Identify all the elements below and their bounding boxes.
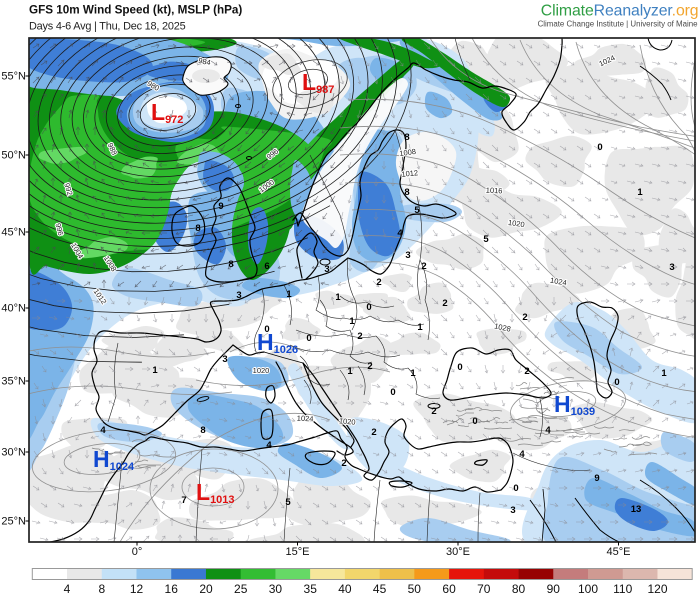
svg-text:1: 1 [349, 316, 355, 327]
svg-text:35°N: 35°N [1, 376, 26, 388]
svg-text:1: 1 [152, 365, 158, 376]
svg-text:45°E: 45°E [607, 546, 631, 558]
svg-text:30°E: 30°E [446, 546, 470, 558]
svg-text:4: 4 [64, 582, 71, 596]
svg-text:2: 2 [421, 261, 426, 272]
svg-text:7: 7 [181, 495, 186, 506]
svg-text:120: 120 [647, 582, 667, 596]
svg-text:3: 3 [324, 264, 329, 275]
svg-text:2: 2 [522, 312, 527, 323]
svg-text:4: 4 [100, 425, 106, 436]
svg-text:6: 6 [264, 261, 269, 272]
svg-text:996: 996 [53, 222, 65, 236]
svg-text:30°N: 30°N [1, 447, 26, 459]
svg-text:9: 9 [218, 201, 223, 212]
svg-text:0: 0 [614, 377, 619, 388]
svg-text:1: 1 [335, 292, 341, 303]
svg-text:984: 984 [197, 56, 211, 67]
svg-text:0: 0 [264, 324, 269, 335]
svg-text:1: 1 [286, 289, 292, 300]
svg-text:20: 20 [199, 582, 213, 596]
svg-text:2: 2 [371, 427, 376, 438]
svg-text:30: 30 [269, 582, 283, 596]
svg-text:5: 5 [414, 205, 420, 216]
svg-text:1020: 1020 [339, 416, 356, 426]
svg-text:16: 16 [165, 582, 179, 596]
svg-text:1: 1 [347, 366, 353, 377]
svg-text:25°N: 25°N [1, 516, 26, 528]
svg-text:4: 4 [266, 440, 272, 451]
svg-text:12: 12 [130, 582, 144, 596]
svg-text:Days 4-6 Avg | Thu, Dec 18, 20: Days 4-6 Avg | Thu, Dec 18, 2025 [29, 21, 186, 33]
svg-text:2: 2 [524, 366, 529, 377]
svg-text:2: 2 [341, 458, 346, 469]
svg-text:3: 3 [510, 505, 515, 516]
svg-text:0°: 0° [132, 546, 143, 558]
svg-text:1: 1 [417, 322, 423, 333]
svg-text:45: 45 [373, 582, 387, 596]
svg-text:1020: 1020 [507, 218, 525, 229]
svg-text:0: 0 [366, 302, 371, 313]
svg-text:2: 2 [376, 277, 381, 288]
svg-text:50: 50 [408, 582, 422, 596]
svg-text:2: 2 [431, 406, 436, 417]
svg-text:8: 8 [200, 425, 205, 436]
svg-text:8: 8 [404, 187, 409, 198]
svg-text:1016: 1016 [486, 186, 503, 196]
svg-text:0: 0 [472, 416, 477, 427]
svg-text:1024: 1024 [297, 414, 314, 424]
svg-text:5: 5 [483, 234, 489, 245]
svg-text:0: 0 [597, 142, 602, 153]
svg-text:2: 2 [357, 331, 362, 342]
svg-text:1012: 1012 [401, 168, 419, 179]
svg-text:40°N: 40°N [1, 303, 26, 315]
svg-text:100: 100 [578, 582, 598, 596]
svg-text:60: 60 [442, 582, 456, 596]
svg-text:40: 40 [338, 582, 352, 596]
svg-text:1: 1 [637, 187, 643, 198]
svg-text:GFS 10m Wind Speed (kt), MSLP: GFS 10m Wind Speed (kt), MSLP (hPa) [29, 4, 242, 17]
svg-text:3: 3 [405, 250, 410, 261]
svg-text:55°N: 55°N [1, 71, 26, 83]
svg-text:1: 1 [661, 368, 667, 379]
svg-text:3: 3 [669, 262, 674, 273]
svg-text:80: 80 [512, 582, 526, 596]
svg-text:0: 0 [306, 333, 311, 344]
svg-text:ClimateReanalyzer.org: ClimateReanalyzer.org [541, 3, 699, 20]
svg-text:110: 110 [613, 582, 632, 596]
svg-text:8: 8 [404, 132, 409, 143]
svg-text:4: 4 [397, 228, 403, 239]
svg-text:2: 2 [367, 361, 372, 372]
svg-text:3: 3 [222, 354, 227, 365]
svg-text:2: 2 [442, 298, 447, 309]
svg-text:1: 1 [410, 368, 416, 379]
svg-text:13: 13 [631, 504, 642, 515]
svg-text:25: 25 [234, 582, 248, 596]
svg-text:35: 35 [304, 582, 318, 596]
svg-text:1008: 1008 [399, 147, 417, 158]
svg-text:8: 8 [98, 582, 105, 596]
svg-text:70: 70 [477, 582, 491, 596]
svg-text:5: 5 [285, 497, 291, 508]
svg-text:1020: 1020 [253, 366, 270, 375]
svg-text:1024: 1024 [549, 276, 567, 288]
svg-text:0: 0 [390, 387, 395, 398]
svg-text:4: 4 [519, 449, 525, 460]
svg-text:45°N: 45°N [1, 227, 26, 239]
svg-text:3: 3 [236, 290, 241, 301]
svg-text:4: 4 [545, 425, 551, 436]
svg-text:50°N: 50°N [1, 150, 26, 162]
svg-text:9: 9 [594, 473, 599, 484]
svg-text:8: 8 [228, 259, 233, 270]
svg-text:0: 0 [513, 483, 518, 494]
svg-text:0: 0 [457, 362, 462, 373]
svg-text:8: 8 [195, 223, 200, 234]
svg-text:Climate Change Institute | Uni: Climate Change Institute | University of… [538, 20, 699, 29]
svg-text:90: 90 [547, 582, 561, 596]
svg-text:15°E: 15°E [286, 546, 310, 558]
